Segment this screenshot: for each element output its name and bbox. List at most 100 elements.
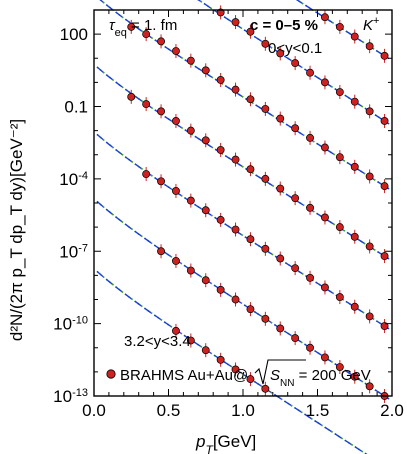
data-point bbox=[321, 283, 329, 292]
data-point bbox=[157, 247, 165, 256]
y-tick-label: 10-13 bbox=[53, 387, 88, 406]
legend-label: BRAHMS Au+Au@ bbox=[120, 367, 248, 384]
data-point bbox=[186, 126, 195, 135]
axis-ticks: 0.0 0.5 1.0 1.5 2.0 10-13 10-10 10-7 10-4 0.1 100 bbox=[53, 9, 404, 420]
data-point bbox=[380, 182, 389, 191]
data-point bbox=[350, 32, 359, 41]
data-point bbox=[335, 293, 344, 302]
data-point bbox=[127, 22, 136, 31]
data-point bbox=[157, 107, 165, 116]
data-point bbox=[291, 194, 300, 203]
data-point bbox=[231, 295, 240, 304]
x-tick-label: 0.5 bbox=[157, 401, 181, 420]
data-point bbox=[365, 242, 374, 251]
data-point bbox=[350, 162, 359, 171]
data-point bbox=[276, 324, 285, 333]
data-point bbox=[306, 343, 314, 352]
legend: BRAHMS Au+Au@ SNN = 200 GeV bbox=[106, 359, 371, 389]
data-point bbox=[246, 305, 255, 314]
x-tick-label: 0.0 bbox=[82, 401, 106, 420]
data-point bbox=[171, 186, 180, 195]
x-tick-label: 2.0 bbox=[380, 401, 404, 420]
data-point bbox=[335, 153, 344, 162]
data-point bbox=[335, 363, 344, 371]
data-point bbox=[231, 155, 240, 164]
data-point bbox=[201, 136, 210, 145]
data-point bbox=[142, 170, 151, 178]
model-curve-dotted bbox=[96, 133, 390, 330]
y-tick-label: 10-10 bbox=[53, 315, 88, 334]
data-point bbox=[291, 59, 300, 68]
data-point bbox=[350, 97, 359, 106]
data-point bbox=[276, 184, 285, 193]
data-point bbox=[365, 42, 374, 51]
x-tick-label: 1.5 bbox=[306, 401, 330, 420]
y-tick-label: 10-4 bbox=[59, 170, 88, 189]
data-point bbox=[171, 256, 180, 265]
data-point bbox=[246, 235, 255, 244]
data-point bbox=[171, 117, 180, 125]
data-markers bbox=[127, 5, 389, 403]
data-point bbox=[306, 203, 314, 212]
data-point bbox=[231, 18, 240, 27]
data-point bbox=[142, 100, 151, 109]
data-point bbox=[216, 76, 225, 84]
data-point bbox=[216, 285, 225, 294]
data-point bbox=[231, 225, 240, 234]
model-curve-dotted bbox=[96, 270, 368, 454]
data-point bbox=[216, 215, 225, 224]
data-point bbox=[261, 174, 270, 183]
y-axis-title: d²N/(2π p_T dp_T dy)[GeV⁻²] bbox=[7, 119, 26, 341]
model-curve-dashed bbox=[96, 270, 368, 454]
data-point bbox=[291, 264, 300, 273]
sqrt-sign bbox=[254, 359, 306, 385]
data-point bbox=[306, 68, 314, 77]
data-point bbox=[186, 196, 195, 205]
data-point bbox=[216, 355, 225, 364]
data-point bbox=[246, 375, 255, 384]
data-point bbox=[380, 51, 389, 60]
data-point bbox=[335, 88, 344, 96]
data-point bbox=[380, 252, 389, 261]
data-point bbox=[186, 336, 195, 345]
data-point bbox=[291, 124, 300, 133]
data-point bbox=[365, 107, 374, 116]
bottom-rapidity-label: 3.2<y<3.4 bbox=[124, 333, 191, 350]
particle-annotation: K+ bbox=[363, 15, 379, 34]
data-point bbox=[321, 353, 329, 362]
data-point bbox=[380, 322, 389, 330]
data-point bbox=[321, 78, 329, 87]
data-point bbox=[201, 276, 210, 285]
data-point bbox=[261, 384, 270, 393]
data-point bbox=[350, 302, 359, 311]
data-point bbox=[261, 314, 270, 323]
top-rapidity-label: 0<y<0.1 bbox=[268, 40, 322, 57]
data-point bbox=[142, 30, 151, 39]
data-point bbox=[171, 326, 180, 335]
model-curves bbox=[96, 0, 390, 454]
data-point bbox=[246, 165, 255, 174]
data-point bbox=[306, 273, 314, 282]
data-point bbox=[276, 49, 285, 58]
data-point bbox=[201, 346, 210, 355]
data-point bbox=[186, 56, 195, 65]
data-point bbox=[246, 27, 255, 36]
y-tick-label: 10-7 bbox=[59, 242, 88, 261]
data-point bbox=[335, 223, 344, 232]
data-point bbox=[231, 85, 240, 94]
y-tick-label: 0.1 bbox=[64, 98, 88, 117]
data-point bbox=[127, 92, 136, 101]
data-point bbox=[246, 95, 255, 104]
model-curve-dashed bbox=[96, 133, 390, 330]
tau-annotation: τeq = 1. fm bbox=[109, 17, 177, 39]
data-point bbox=[276, 114, 285, 123]
data-point bbox=[306, 133, 314, 142]
data-point bbox=[276, 254, 285, 263]
data-point bbox=[365, 172, 374, 181]
data-point bbox=[171, 47, 180, 55]
legend-energy: SNN = 200 GeV bbox=[270, 367, 371, 389]
legend-marker bbox=[106, 369, 116, 379]
data-point bbox=[261, 244, 270, 253]
data-point bbox=[157, 37, 165, 46]
